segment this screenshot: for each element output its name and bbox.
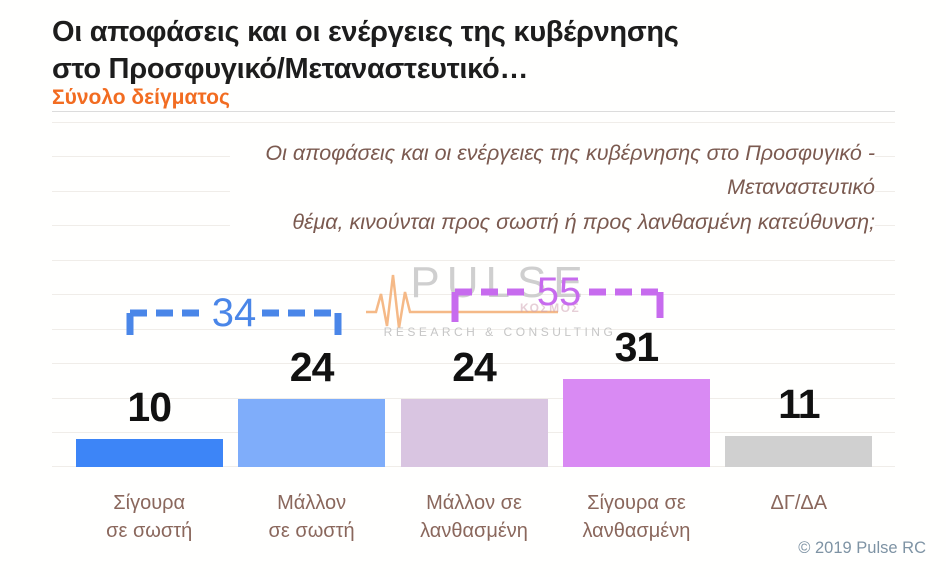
bracket-correct-sum [126, 309, 342, 335]
category-label: Σίγουρα σε λανθασμένη [582, 492, 691, 542]
bar-chart: 10 24 24 31 11 [68, 122, 880, 467]
page-title: Οι αποφάσεις και οι ενέργειες της κυβέρν… [52, 16, 679, 85]
watermark-subtext: ΚΟΣΜΟΣ [520, 301, 581, 315]
bar-dg-da [725, 436, 873, 467]
gridline [52, 260, 895, 261]
pulse-logo-watermark: PULSE [410, 258, 590, 307]
gridline [52, 363, 895, 364]
survey-question: Οι αποφάσεις και οι ενέργειες της κυβέρν… [230, 136, 875, 240]
gridline [52, 122, 895, 123]
bar-value-label: 11 [778, 381, 820, 427]
category-label: Σίγουρα σε σωστή [106, 492, 193, 542]
gridline [52, 329, 895, 330]
bar-column-sigoura-sosti: 10 [68, 122, 230, 467]
bar-column-sigoura-lanthasmeni: 31 [555, 122, 717, 467]
bar-value-label: 24 [289, 344, 335, 390]
category-label: Μάλλον σε σωστή [268, 492, 355, 542]
bar-column-mallon-sosti: 24 [230, 122, 392, 467]
watermark-tagline: RESEARCH & CONSULTING [383, 325, 617, 339]
category-axis: Σίγουρα σε σωστή Μάλλον σε σωστή Μάλλον … [68, 489, 880, 545]
bar-sigoura-sosti [75, 439, 223, 467]
bracket-correct-sum-label: 34 [211, 291, 257, 335]
bar-column-dg-da: 11 [718, 122, 880, 467]
bracket-wrong-sum-label: 55 [536, 270, 582, 314]
bar-column-mallon-lanthasmeni: 24 [393, 122, 555, 467]
copyright-notice: © 2019 Pulse RC [798, 539, 926, 557]
header-divider [52, 111, 895, 112]
bar-value-label: 31 [614, 324, 660, 370]
bar-value-label: 24 [452, 344, 497, 390]
bracket-wrong-sum [451, 288, 664, 322]
bar-mallon-lanthasmeni [400, 399, 548, 467]
bar-sigoura-lanthasmeni [562, 379, 710, 467]
pulse-heartbeat-icon [366, 274, 558, 329]
bar-value-label: 10 [127, 384, 172, 430]
gridline [52, 294, 895, 295]
sample-subtitle: Σύνολο δείγματος [52, 86, 230, 109]
category-label: ΔΓ/ΔΑ [770, 492, 828, 514]
category-label: Μάλλον σε λανθασμένη [420, 492, 528, 542]
bar-mallon-sosti [238, 399, 386, 467]
gridline [52, 398, 895, 399]
